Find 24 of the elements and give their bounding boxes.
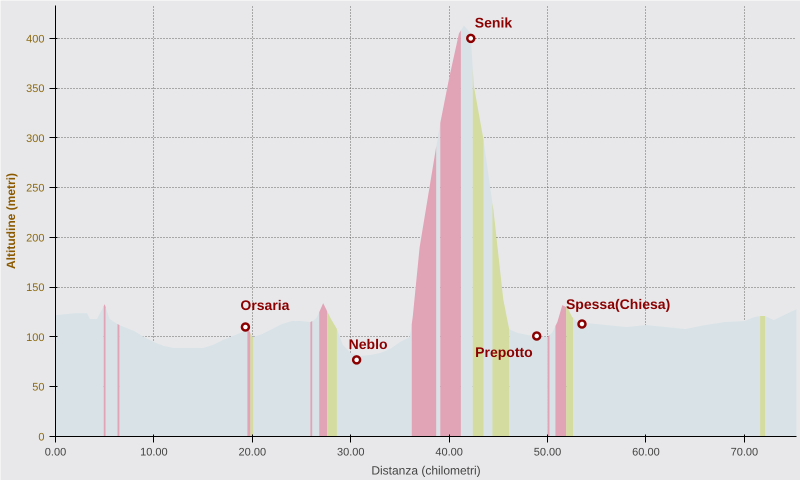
y-tick-label: 0 [38,432,45,444]
annotation: Prepotto [475,344,533,360]
x-tick-label: 30.00 [336,446,364,458]
annotation: Senik [474,14,512,30]
x-tick-label: 10.00 [140,446,168,458]
annotation: Spessa(Chiesa) [566,296,670,312]
x-tick-label: 60.00 [632,446,660,458]
annotation: Orsaria [240,297,290,314]
x-tick-label: 70.00 [730,446,758,458]
y-tick-label: 350 [26,83,45,96]
y-tick-label: 250 [26,182,45,195]
x-axis-title: Distanza (chilometri) [371,464,481,478]
x-tick-label: 50.00 [534,446,562,458]
y-tick-label: 50 [32,382,45,394]
y-tick-label: 150 [26,282,45,294]
y-axis-title: Altitudine (metri) [4,172,18,269]
annotation: Neblo [348,336,388,352]
y-tick-label: 100 [26,332,45,344]
x-tick-label: 0.00 [44,446,66,458]
x-tick-label: 40.00 [435,446,463,458]
y-tick-label: 400 [26,33,45,46]
y-tick-label: 300 [26,132,45,145]
x-tick-label: 20.00 [238,446,266,458]
y-tick-label: 200 [26,232,45,244]
